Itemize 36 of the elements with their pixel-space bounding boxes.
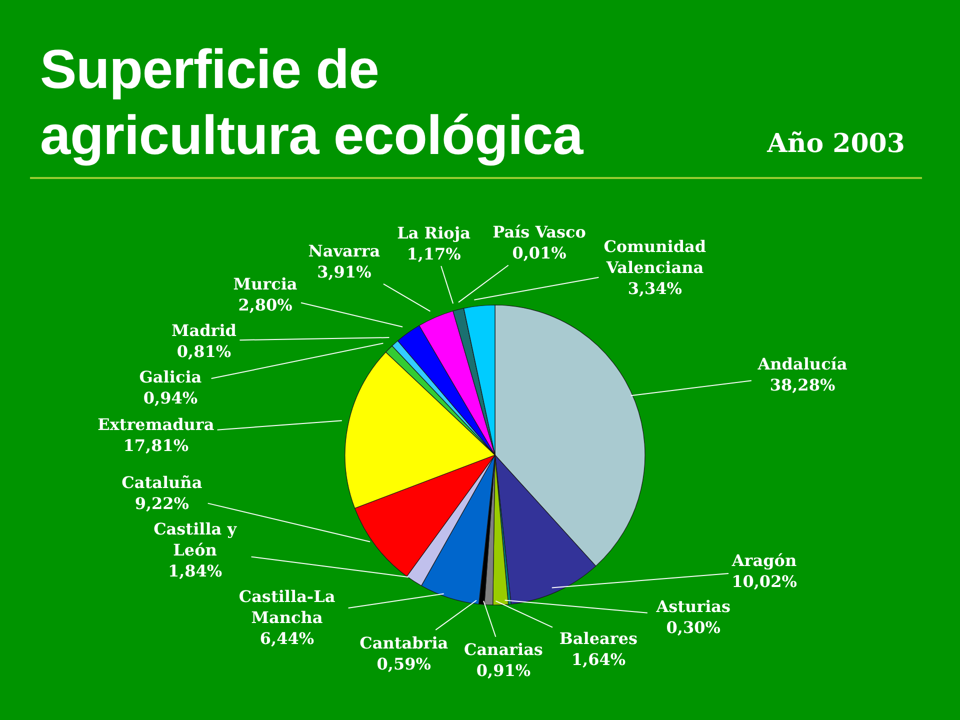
slice-label: Cataluña <box>122 472 202 492</box>
slice-label: Castilla y León <box>154 519 238 560</box>
data-label: 1,64% <box>571 650 626 670</box>
slice-label: País Vasco <box>492 222 586 242</box>
data-label: 3,34% <box>628 279 682 298</box>
slice-label: Galicia <box>139 367 202 386</box>
data-label: 1,84% <box>168 561 222 580</box>
data-label: 1,17% <box>406 244 461 264</box>
data-label: 0,94% <box>143 388 198 408</box>
data-label: 17,81% <box>123 436 189 455</box>
data-label: 0,01% <box>512 244 566 263</box>
data-label: 0,91% <box>476 661 531 680</box>
slice-label: Madrid <box>172 321 236 340</box>
data-label: 2,80% <box>238 296 292 315</box>
slice-label: La Rioja <box>397 223 470 242</box>
slice-label: Asturias <box>655 597 731 616</box>
data-label: 6,44% <box>260 628 314 648</box>
slice-label: Murcia <box>233 274 298 294</box>
data-label: 0,59% <box>376 654 431 674</box>
slice-label: Andalucía <box>756 354 848 374</box>
data-label: 38,28% <box>770 376 836 395</box>
data-label: 10,02% <box>732 572 797 591</box>
slice-label: Canarias <box>464 640 543 660</box>
data-label: 0,81% <box>176 342 232 362</box>
chart-title: Superficie de agricultura ecológica <box>40 37 584 168</box>
data-label: 0,30% <box>666 618 720 638</box>
slice-label: Aragón <box>730 550 797 570</box>
slice-label: Castilla-La Mancha <box>238 586 336 627</box>
slice-label: Cantabria <box>360 633 448 652</box>
data-label: 3,91% <box>317 262 372 282</box>
slice-label: Navarra <box>308 241 380 260</box>
chart-subtitle: Año 2003 <box>767 128 905 160</box>
slice-label: Baleares <box>559 629 638 648</box>
data-label: 9,22% <box>134 494 189 513</box>
slice-label: Extremadura <box>98 414 214 434</box>
slice-label: Comunidad Valenciana <box>604 237 706 278</box>
